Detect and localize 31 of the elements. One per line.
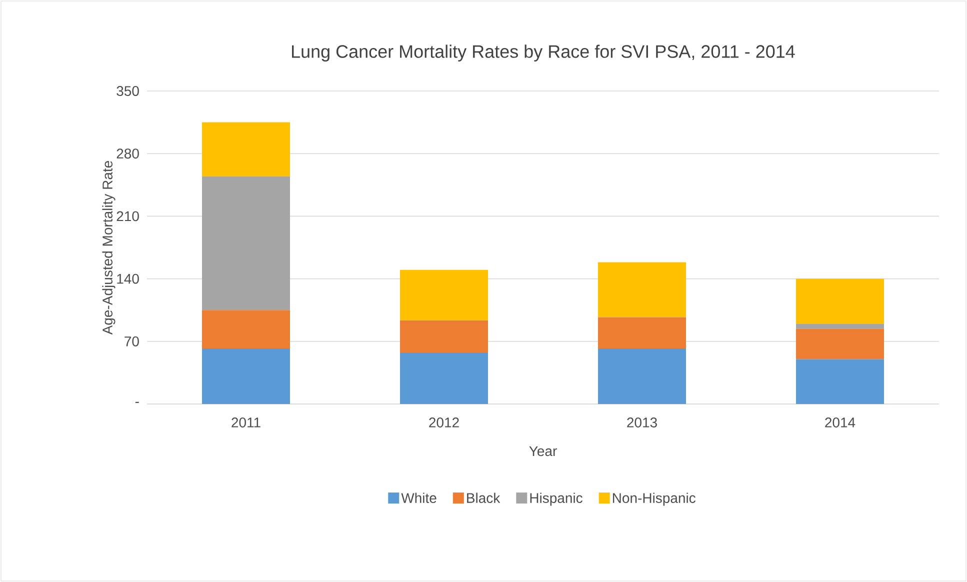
- legend-label: White: [401, 492, 436, 503]
- bar: [796, 278, 884, 324]
- bar: [400, 270, 488, 320]
- y-tick-label: -: [135, 402, 139, 403]
- bar: [598, 348, 686, 404]
- bar: [202, 348, 290, 404]
- x-axis-title: Year: [529, 446, 557, 456]
- y-tick-label: 140: [117, 274, 139, 284]
- bar: [400, 320, 488, 354]
- y-axis-title: Age-Adjusted Mortality Rate: [102, 161, 116, 335]
- bar: [202, 122, 290, 176]
- bar: [796, 359, 884, 404]
- chart-title: Lung Cancer Mortality Rates by Race for SVI PSA, 2011 - 2014: [292, 44, 795, 62]
- x-tick-label: 2014: [825, 418, 856, 428]
- y-tick-label: 210: [116, 211, 139, 222]
- legend-label: Hispanic: [530, 492, 582, 506]
- x-tick-label: 2012: [429, 418, 459, 428]
- bar: [796, 324, 884, 329]
- bar: [202, 176, 290, 310]
- bar: [202, 310, 290, 349]
- bar: [400, 353, 488, 404]
- y-tick-label: 350: [116, 86, 139, 96]
- y-tick-label: 280: [116, 148, 139, 159]
- legend-label: Non-Hispanic: [612, 492, 696, 506]
- bar: [598, 262, 686, 318]
- bar: [598, 317, 686, 349]
- legend-label: Black: [467, 492, 500, 503]
- bar: [796, 328, 884, 360]
- y-tick-label: 70: [124, 336, 139, 346]
- x-tick-label: 2011: [232, 418, 260, 428]
- x-tick-label: 2013: [627, 418, 657, 428]
